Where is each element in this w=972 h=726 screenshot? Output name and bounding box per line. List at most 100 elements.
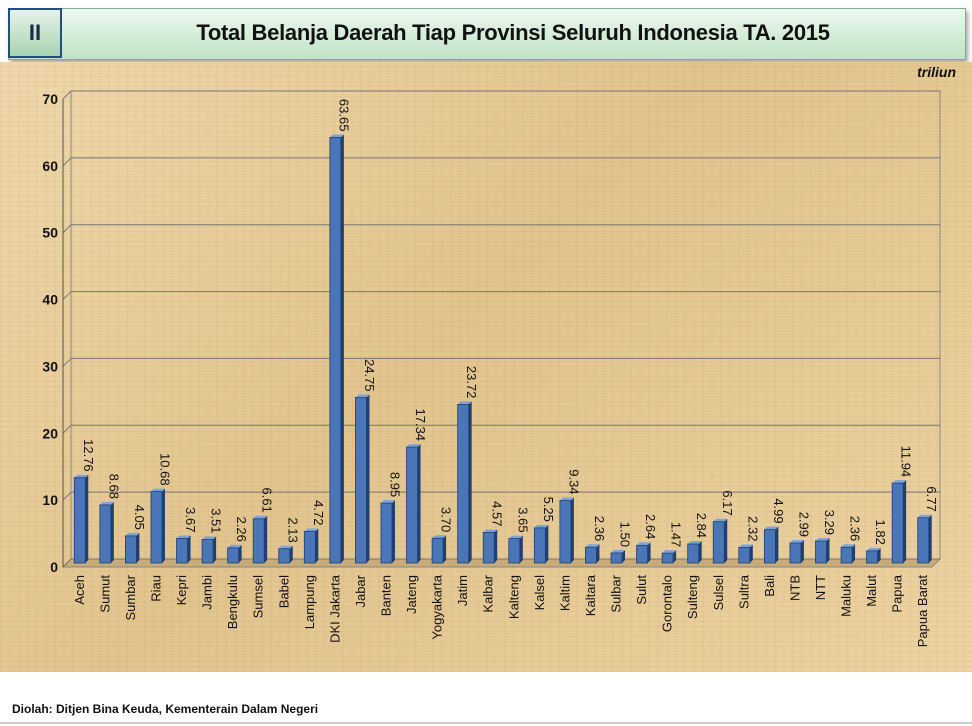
bar-side <box>468 401 472 563</box>
bar <box>508 538 521 564</box>
bar-side <box>264 515 268 563</box>
x-category-label: Jambi <box>200 575 215 610</box>
bar-top <box>611 549 626 553</box>
bar-value-label: 3.70 <box>439 507 454 532</box>
bar-side <box>519 535 523 563</box>
bar-side <box>545 524 549 563</box>
bar-value-label: 3.65 <box>515 507 530 532</box>
bar <box>406 446 418 564</box>
y-tick-label: 70 <box>42 91 58 107</box>
bar-side <box>289 545 293 563</box>
bar-top <box>380 500 395 504</box>
x-category-label: Jabar <box>353 574 368 607</box>
gridline-depth <box>62 90 72 100</box>
bar-side <box>749 544 753 563</box>
bar-value-label: 23.72 <box>464 366 479 399</box>
bar-side <box>315 528 319 563</box>
x-category-label: Aceh <box>72 575 87 605</box>
bar-value-label: 2.64 <box>643 514 658 539</box>
bar <box>533 527 546 564</box>
x-category-label: Kaltim <box>557 575 572 611</box>
x-category-label: Kaltara <box>583 574 598 616</box>
bar-side <box>340 134 344 563</box>
bar-top <box>687 541 702 545</box>
bar-side <box>647 542 651 563</box>
bar-top <box>483 529 498 533</box>
x-category-label: Kepri <box>174 575 189 605</box>
bar-side <box>238 544 242 563</box>
bar-value-label: 10.68 <box>157 453 172 486</box>
bar-top <box>738 544 753 548</box>
bar-top <box>841 544 856 548</box>
bar-top <box>99 501 114 505</box>
x-category-label: Sumsel <box>251 575 266 618</box>
bar-value-label: 4.57 <box>490 501 505 526</box>
bar-value-label: 24.75 <box>362 359 377 392</box>
bar <box>278 548 291 564</box>
bar-value-label: 2.99 <box>796 512 811 537</box>
bar <box>687 543 700 564</box>
gridline-depth <box>62 558 72 568</box>
bar-value-label: 6.77 <box>924 486 939 511</box>
bar-value-label: 4.72 <box>311 500 326 525</box>
x-category-label: DKI Jakarta <box>327 574 342 643</box>
gridline-depth <box>62 291 72 300</box>
bar-top <box>764 526 779 530</box>
page-title: Total Belanja Daerah Tiap Provinsi Selur… <box>196 20 830 45</box>
divider <box>0 722 972 724</box>
x-category-label: Kalsel <box>532 575 547 611</box>
gridline-depth <box>62 157 72 167</box>
bar <box>763 529 776 564</box>
bar <box>329 137 342 564</box>
y-tick-label: 0 <box>50 559 58 575</box>
bar-top <box>74 474 89 478</box>
bar <box>610 552 623 564</box>
bar-value-label: 3.67 <box>183 507 198 532</box>
gridline-depth <box>62 224 72 234</box>
bar-side <box>775 526 779 563</box>
gridline-depth <box>62 424 72 434</box>
bar <box>227 547 240 564</box>
x-category-label: Papua Barat <box>915 575 930 648</box>
bar-side <box>826 538 830 563</box>
bar-value-label: 2.32 <box>745 516 760 541</box>
bar-top <box>278 545 293 549</box>
plot-frame <box>70 90 941 560</box>
bar-top <box>662 550 677 554</box>
bar-top <box>176 535 191 539</box>
x-category-label: NTT <box>813 575 828 600</box>
x-category-label: Sulteng <box>685 575 700 619</box>
plot-floor <box>61 558 942 568</box>
bar-value-label: 2.36 <box>848 516 863 541</box>
bar-side <box>570 497 574 563</box>
x-category-label: Babel <box>276 575 291 608</box>
bar <box>303 531 316 564</box>
source-note: Diolah: Ditjen Bina Keuda, Kementerain D… <box>12 702 319 716</box>
bar <box>431 537 444 564</box>
x-category-label: Gorontalo <box>660 575 675 632</box>
x-category-label: Sulbar <box>609 574 624 612</box>
bar-top <box>508 535 523 539</box>
bar-top <box>789 540 804 544</box>
bar-top <box>559 497 574 501</box>
bar <box>73 477 86 564</box>
bar <box>712 521 725 564</box>
bar-top <box>713 518 728 522</box>
bar-side <box>494 529 498 563</box>
bar-value-label: 8.95 <box>387 472 402 497</box>
unit-label: triliun <box>917 64 956 80</box>
bar <box>789 542 802 564</box>
x-category-label: Sumut <box>97 575 112 613</box>
bar-side <box>928 514 932 563</box>
bar-value-label: 11.94 <box>899 446 914 478</box>
section-badge: II <box>8 8 62 58</box>
bar <box>636 544 648 564</box>
x-category-label: Sulut <box>634 575 649 605</box>
bar-value-label: 1.82 <box>873 520 888 545</box>
bar <box>380 502 393 564</box>
bar-side <box>213 536 217 563</box>
x-category-label: Yogyakarta <box>430 574 445 639</box>
bar <box>661 552 674 564</box>
y-tick-label: 10 <box>42 492 58 508</box>
bar <box>815 540 827 564</box>
